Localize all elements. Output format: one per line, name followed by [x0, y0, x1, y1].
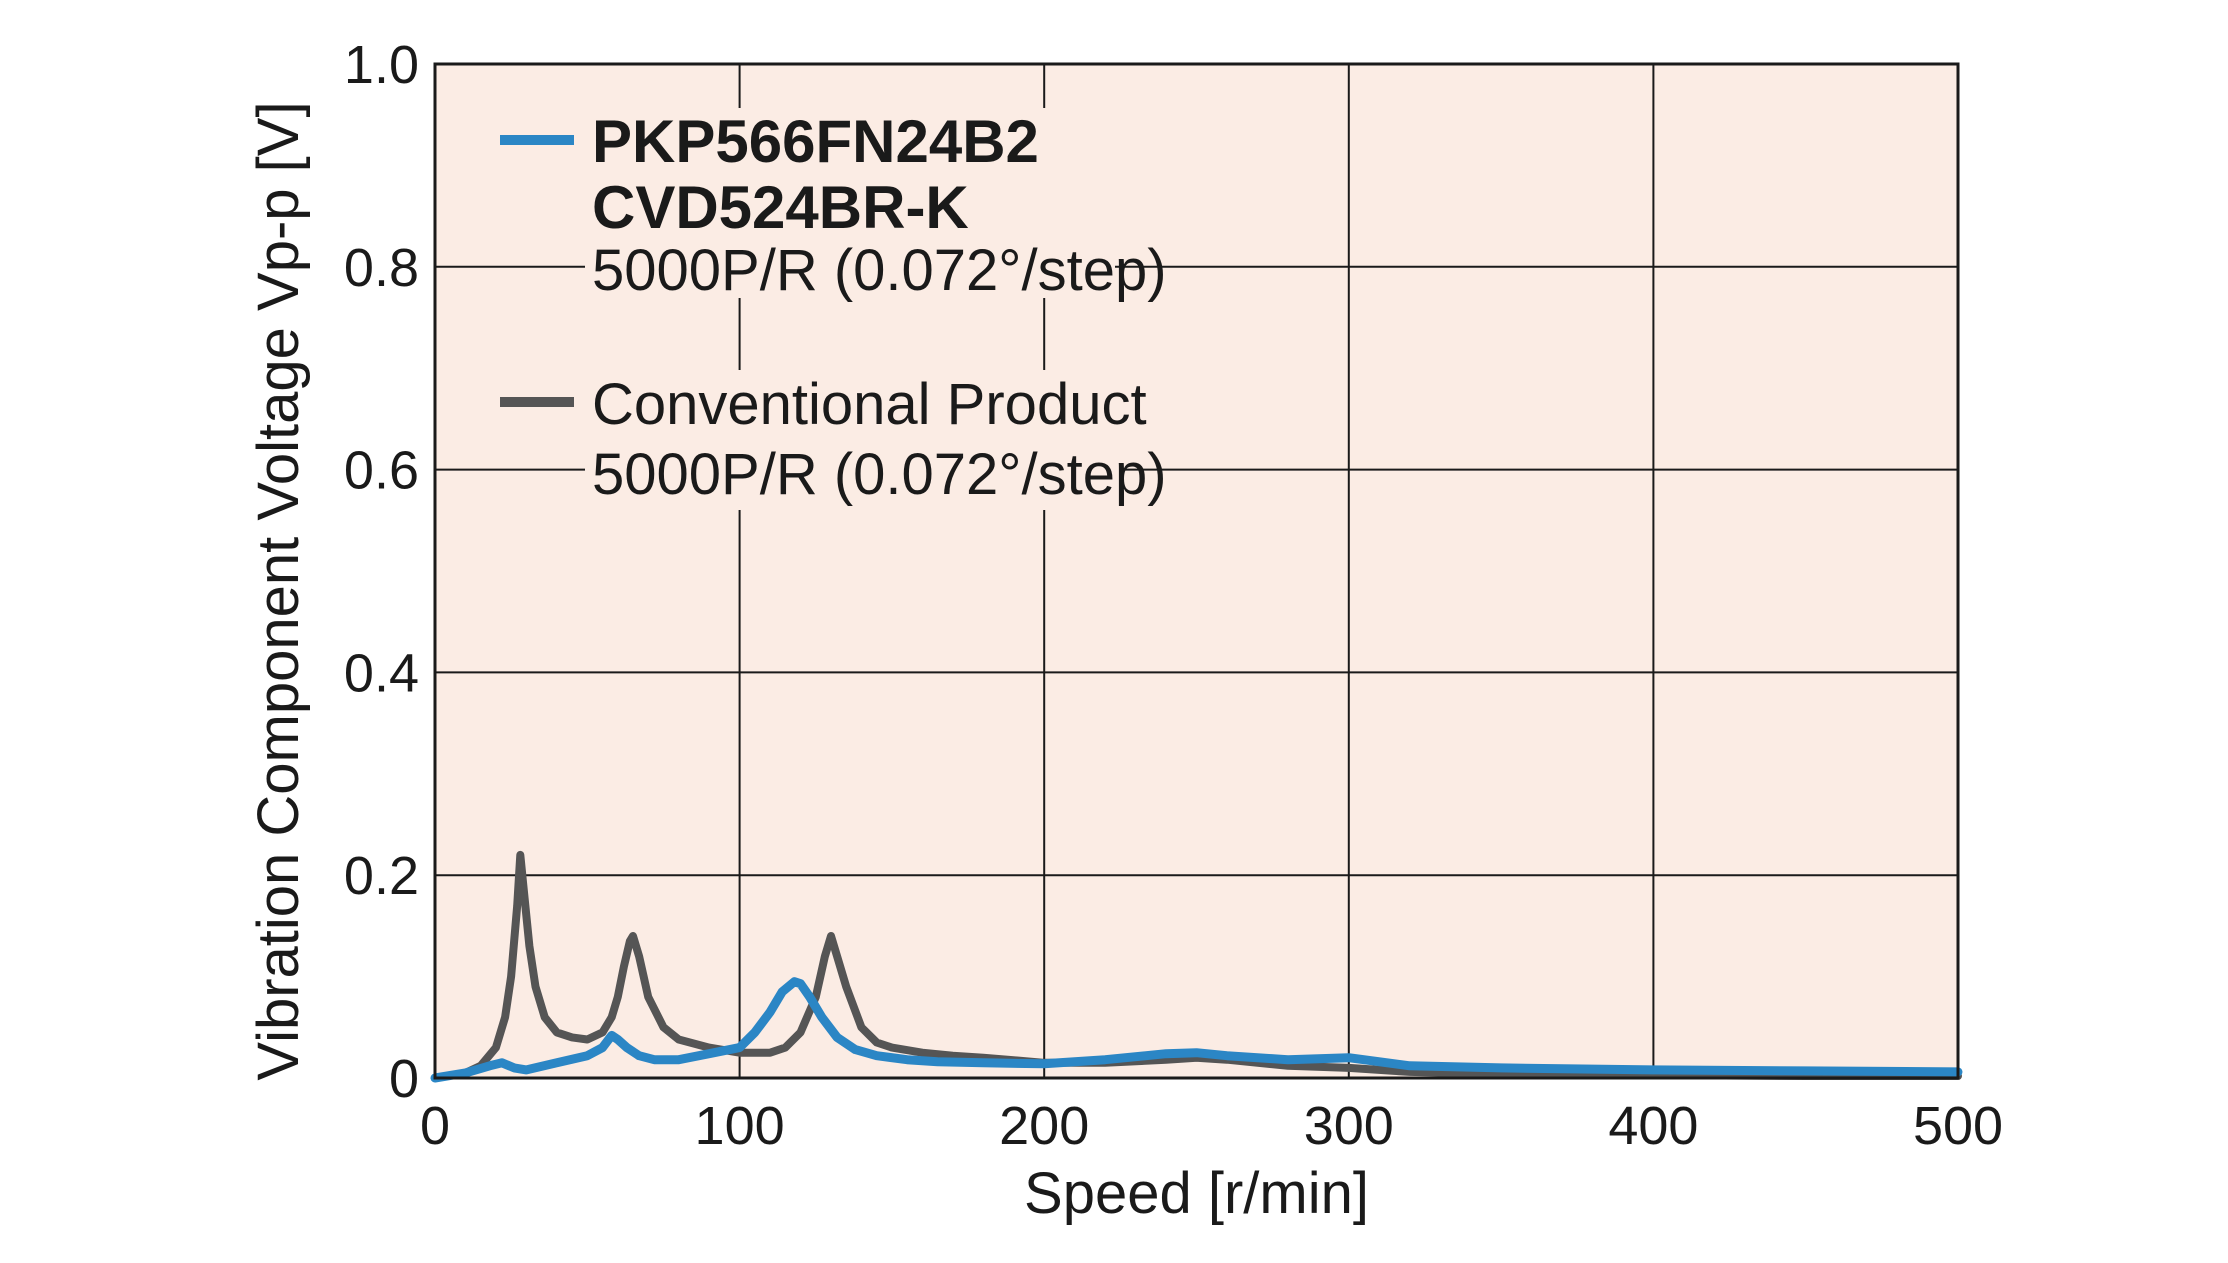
plot-frame [433, 62, 1960, 1080]
legend-backdrop [585, 370, 1125, 510]
legend-label-0-line-0: PKP566FN24B2 [592, 108, 1039, 175]
y-tick-label: 0.2 [344, 846, 419, 906]
legend-label-0-line-1: CVD524BR-K [592, 174, 969, 241]
legend-backdrop [585, 108, 1115, 298]
tick-labels: 0 100 200 300 400 500 0 0.2 0.4 0.6 0.8 1.0 [344, 35, 2003, 1156]
legend-label-1-line-0: Conventional Product [592, 372, 1147, 437]
x-tick-label: 300 [1304, 1096, 1394, 1156]
y-tick-label: 0.4 [344, 643, 419, 703]
series-line-0 [430, 977, 1963, 1083]
y-tick-label: 1.0 [344, 35, 419, 95]
x-tick-label: 0 [420, 1096, 450, 1156]
series-lines [430, 850, 1963, 1083]
x-tick-label: 500 [1913, 1096, 2003, 1156]
x-tick-label: 200 [999, 1096, 1089, 1156]
x-tick-label: 100 [695, 1096, 785, 1156]
legend-label-1-line-1: 5000P/R (0.072°/step) [592, 442, 1167, 507]
x-axis-title: Speed [r/min] [1024, 1161, 1369, 1226]
series-line-1 [431, 850, 1962, 1082]
y-tick-label: 0.8 [344, 238, 419, 298]
y-axis-title: Vibration Component Voltage Vp-p [V] [246, 101, 311, 1080]
legend-label-0-line-2: 5000P/R (0.072°/step) [592, 238, 1167, 303]
x-tick-label: 400 [1608, 1096, 1698, 1156]
y-tick-label: 0 [389, 1049, 419, 1109]
y-tick-label: 0.6 [344, 441, 419, 501]
